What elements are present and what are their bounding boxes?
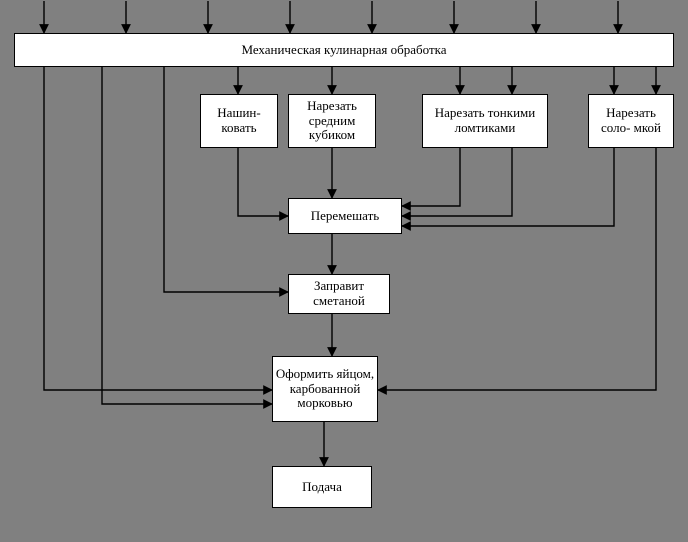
node-kubik: Нарезать средним кубиком <box>288 94 376 148</box>
node-label: Нарезать соло- мкой <box>591 106 671 136</box>
node-label: Заправит сметаной <box>291 279 387 309</box>
node-nashin: Нашин- ковать <box>200 94 278 148</box>
node-zapravit: Заправит сметаной <box>288 274 390 314</box>
node-oformit: Оформить яйцом, карбованной морковью <box>272 356 378 422</box>
node-label: Нарезать средним кубиком <box>291 99 373 144</box>
node-lomtik: Нарезать тонкими ломтиками <box>422 94 548 148</box>
edges-layer <box>0 0 688 542</box>
node-mech-processing: Механическая кулинарная обработка <box>14 33 674 67</box>
node-label: Подача <box>302 480 342 495</box>
node-label: Перемешать <box>311 209 379 224</box>
node-podacha: Подача <box>272 466 372 508</box>
node-solomka: Нарезать соло- мкой <box>588 94 674 148</box>
node-label: Нарезать тонкими ломтиками <box>425 106 545 136</box>
flowchart-canvas: Механическая кулинарная обработка Нашин-… <box>0 0 688 542</box>
node-label: Механическая кулинарная обработка <box>241 43 446 58</box>
node-label: Нашин- ковать <box>203 106 275 136</box>
node-label: Оформить яйцом, карбованной морковью <box>275 367 375 412</box>
node-peremeshat: Перемешать <box>288 198 402 234</box>
